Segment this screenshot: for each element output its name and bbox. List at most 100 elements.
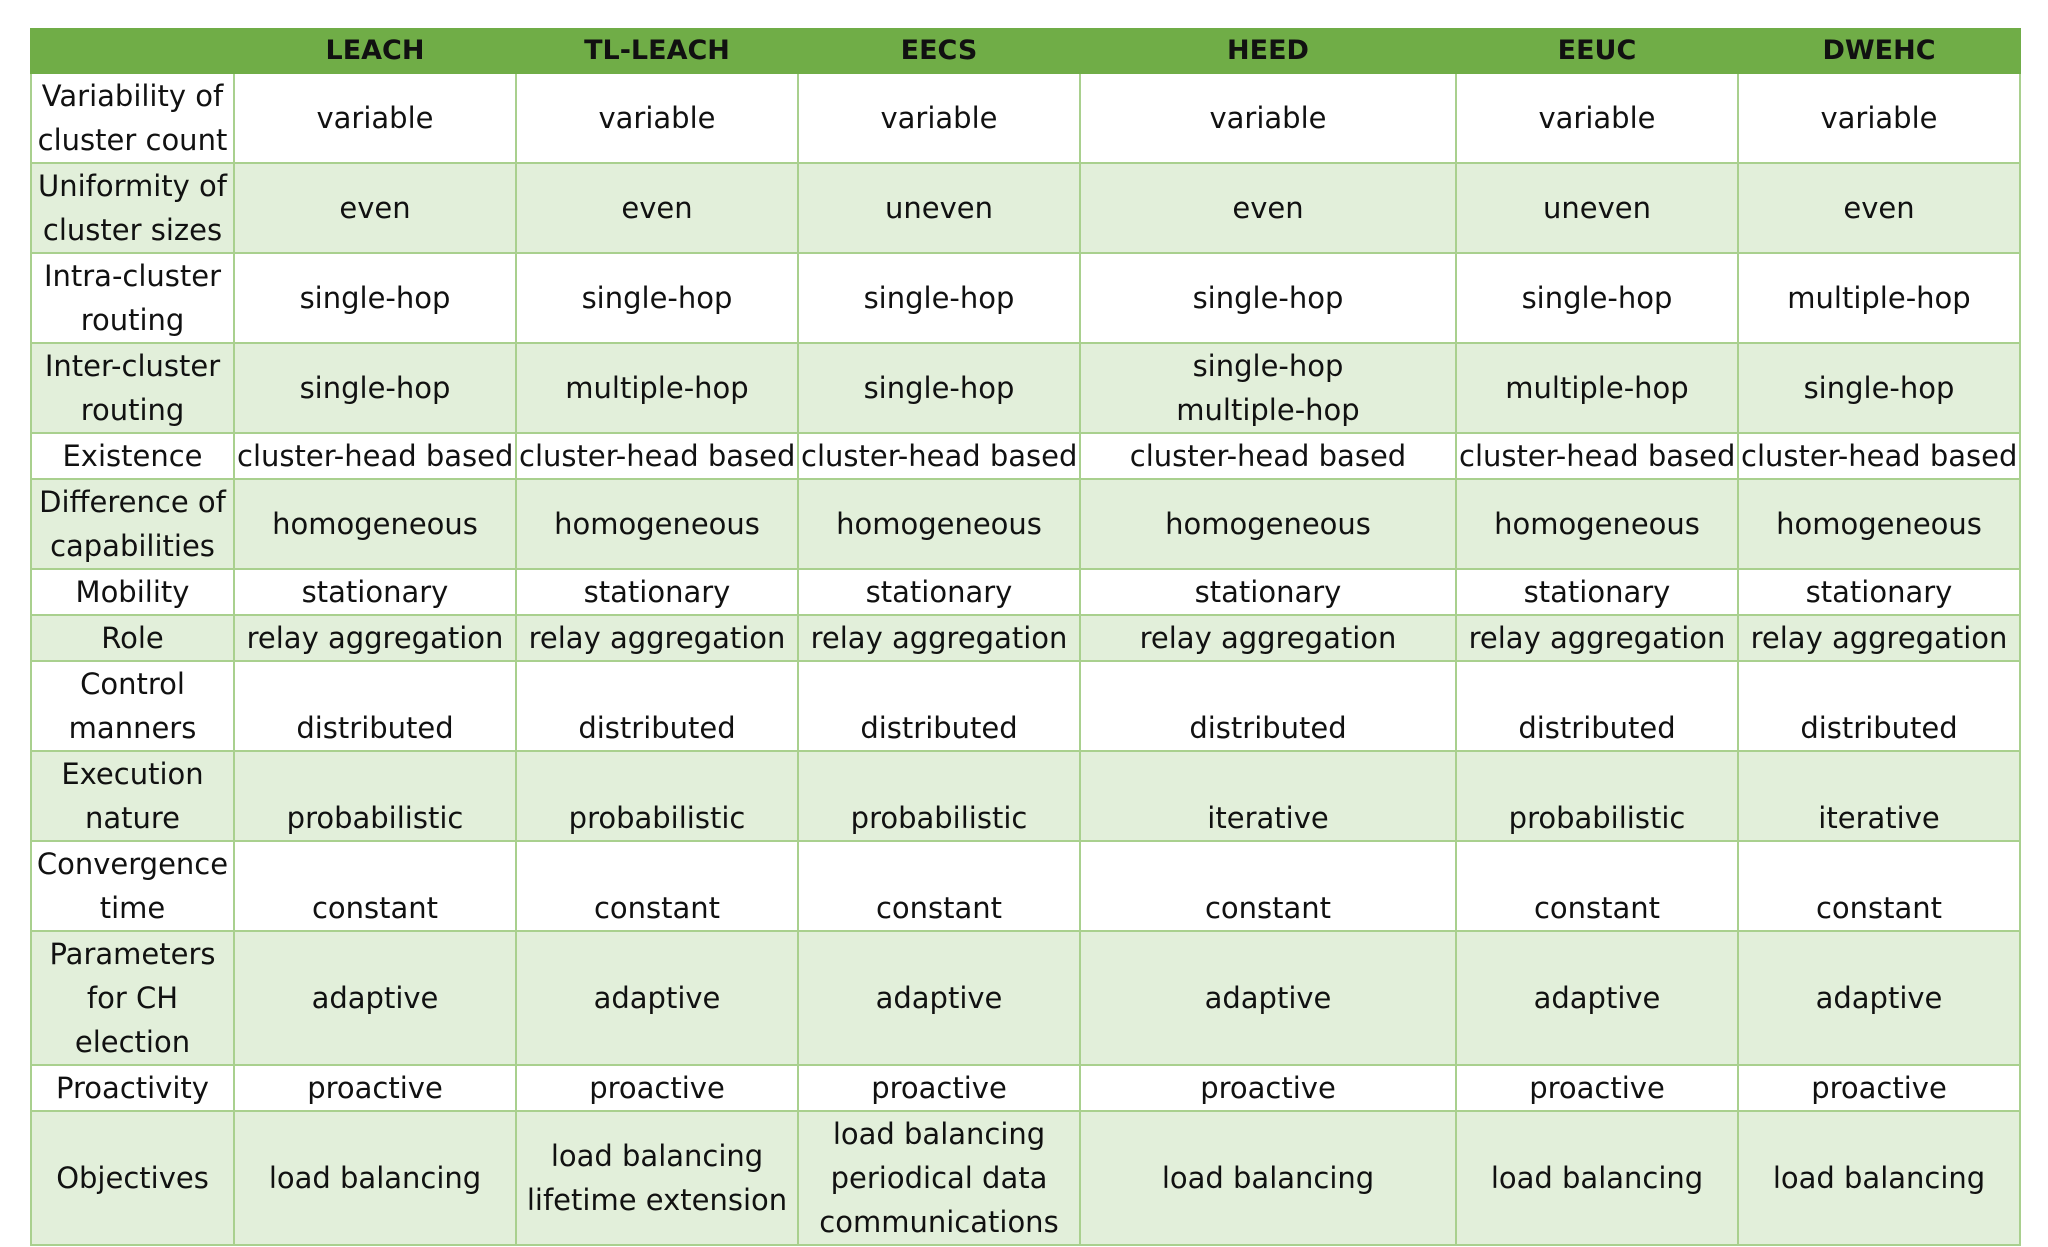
row-label-line: for CH [86, 981, 179, 1015]
table-cell: adaptive [797, 930, 1081, 1066]
cell-text-line: cluster-head based [801, 439, 1078, 473]
table-row: Role relay aggregation relay aggregation re… [30, 614, 2021, 662]
table-cell: load balancing [1079, 1110, 1457, 1246]
table-cell: distributed [515, 660, 799, 752]
row-label-line: election [74, 1025, 191, 1059]
row-label-line: Proactivity [56, 1071, 209, 1105]
cell-text-line: distributed [1189, 711, 1347, 745]
cell-text-line: distributed [860, 711, 1018, 745]
table-cell: proactive [1737, 1064, 2021, 1112]
cell-text-line: relay aggregation [528, 621, 786, 655]
table-cell: constant [1455, 840, 1739, 932]
row-label-line: Mobility [75, 575, 190, 609]
table-cell: homogeneous [1079, 478, 1457, 570]
table-cell: adaptive [515, 930, 799, 1066]
table-cell: variable [233, 72, 517, 164]
table-cell: load balancing [233, 1110, 517, 1246]
cell-text-line: iterative [1207, 801, 1329, 835]
row-label-line: Existence [62, 439, 203, 473]
cell-text-line: cluster-head based [1459, 439, 1736, 473]
table-cell: adaptive [233, 930, 517, 1066]
row-label-line: Objectives [56, 1161, 209, 1195]
table-cell: distributed [1455, 660, 1739, 752]
cell-text-line: probabilistic [286, 801, 464, 835]
cell-text-line: probabilistic [568, 801, 746, 835]
cell-text-line: relay aggregation [810, 621, 1068, 655]
row-label-line: Execution [61, 757, 204, 791]
row-label-line: capabilities [50, 529, 215, 563]
cell-text-line: multiple-hop [565, 371, 749, 405]
table-cell: homogeneous [1455, 478, 1739, 570]
cell-text-line: proactive [1200, 1071, 1336, 1105]
table-row: Parameters for CH election adaptive adaptive… [30, 930, 2021, 1066]
table-cell: iterative [1737, 750, 2021, 842]
row-label-line: Role [101, 621, 164, 655]
row-label-line: Inter-cluster [44, 349, 221, 383]
table-cell: cluster-head based [1737, 432, 2021, 480]
row-label: Difference of capabilities [30, 478, 235, 570]
table-row: Control manners distributed distributed dist… [30, 660, 2021, 752]
table-cell: iterative [1079, 750, 1457, 842]
cell-text-line: adaptive [593, 981, 721, 1015]
table-cell: probabilistic [797, 750, 1081, 842]
row-label: Convergence time [30, 840, 235, 932]
header-cell-eecs: EECS [797, 28, 1081, 74]
table-cell: single-hop [797, 342, 1081, 434]
table-row: Inter-cluster routing single-hop multiple-h… [30, 342, 2021, 434]
table-row: Execution nature probabilistic probabilisti… [30, 750, 2021, 842]
table-cell: probabilistic [1455, 750, 1739, 842]
cell-text-line: even [1232, 191, 1304, 225]
table-row: Existence cluster-head based cluster-head … [30, 432, 2021, 480]
cell-text-line: single-hop [299, 281, 451, 315]
table-cell: homogeneous [233, 478, 517, 570]
cell-text-line: load balancing [268, 1161, 482, 1195]
row-label: Existence [30, 432, 235, 480]
row-label: Proactivity [30, 1064, 235, 1112]
table-cell: probabilistic [515, 750, 799, 842]
cell-text-line: single-hop [299, 371, 451, 405]
cell-text-line: even [621, 191, 693, 225]
cell-text-line: single-hop [1192, 281, 1344, 315]
table-cell: variable [1737, 72, 2021, 164]
table-cell: cluster-head based [515, 432, 799, 480]
table-cell: constant [1079, 840, 1457, 932]
table-cell: single-hop multiple-hop [1079, 342, 1457, 434]
table-cell: stationary [1737, 568, 2021, 616]
row-label: Role [30, 614, 235, 662]
row-label-line: routing [80, 393, 185, 427]
cell-text-line: proactive [1811, 1071, 1947, 1105]
cell-text-line: proactive [871, 1071, 1007, 1105]
cell-text-line: constant [1533, 891, 1661, 925]
cell-text-line: stationary [1523, 575, 1671, 609]
header-cell-eeuc: EEUC [1455, 28, 1739, 74]
table-cell: cluster-head based [1079, 432, 1457, 480]
row-label: Parameters for CH election [30, 930, 235, 1066]
cell-text-line: single-hop [1192, 349, 1344, 383]
row-label-line: cluster sizes [42, 213, 223, 247]
cell-text-line: adaptive [311, 981, 439, 1015]
header-cell-tl-leach: TL-LEACH [515, 28, 799, 74]
table-cell: homogeneous [515, 478, 799, 570]
row-label-line: Convergence [36, 847, 229, 881]
table-cell: single-hop [233, 252, 517, 344]
cell-text-line: stationary [1805, 575, 1953, 609]
cell-text-line: proactive [1529, 1071, 1665, 1105]
header-cell-heed: HEED [1079, 28, 1457, 74]
cell-text-line: load balancing [1772, 1161, 1986, 1195]
cell-text-line: uneven [1543, 191, 1651, 225]
cell-text-line: stationary [865, 575, 1013, 609]
table-cell: distributed [797, 660, 1081, 752]
cell-text-line: load balancing [550, 1139, 764, 1173]
cell-text-line: load balancing [1490, 1161, 1704, 1195]
row-label: Variability of cluster count [30, 72, 235, 164]
cell-text-line: stationary [1194, 575, 1342, 609]
row-label-line: Intra-cluster [43, 259, 222, 293]
cell-text-line: multiple-hop [1176, 393, 1360, 427]
header-row: LEACH TL-LEACH EECS HEED EEUC DWEHC [30, 28, 2021, 74]
table-cell: distributed [1737, 660, 2021, 752]
row-label-line: manners [68, 711, 197, 745]
cell-text-line: cluster-head based [1129, 439, 1407, 473]
table-cell: single-hop [1079, 252, 1457, 344]
table-row: Variability of cluster count variable varia… [30, 72, 2021, 164]
cell-text-line: uneven [885, 191, 993, 225]
